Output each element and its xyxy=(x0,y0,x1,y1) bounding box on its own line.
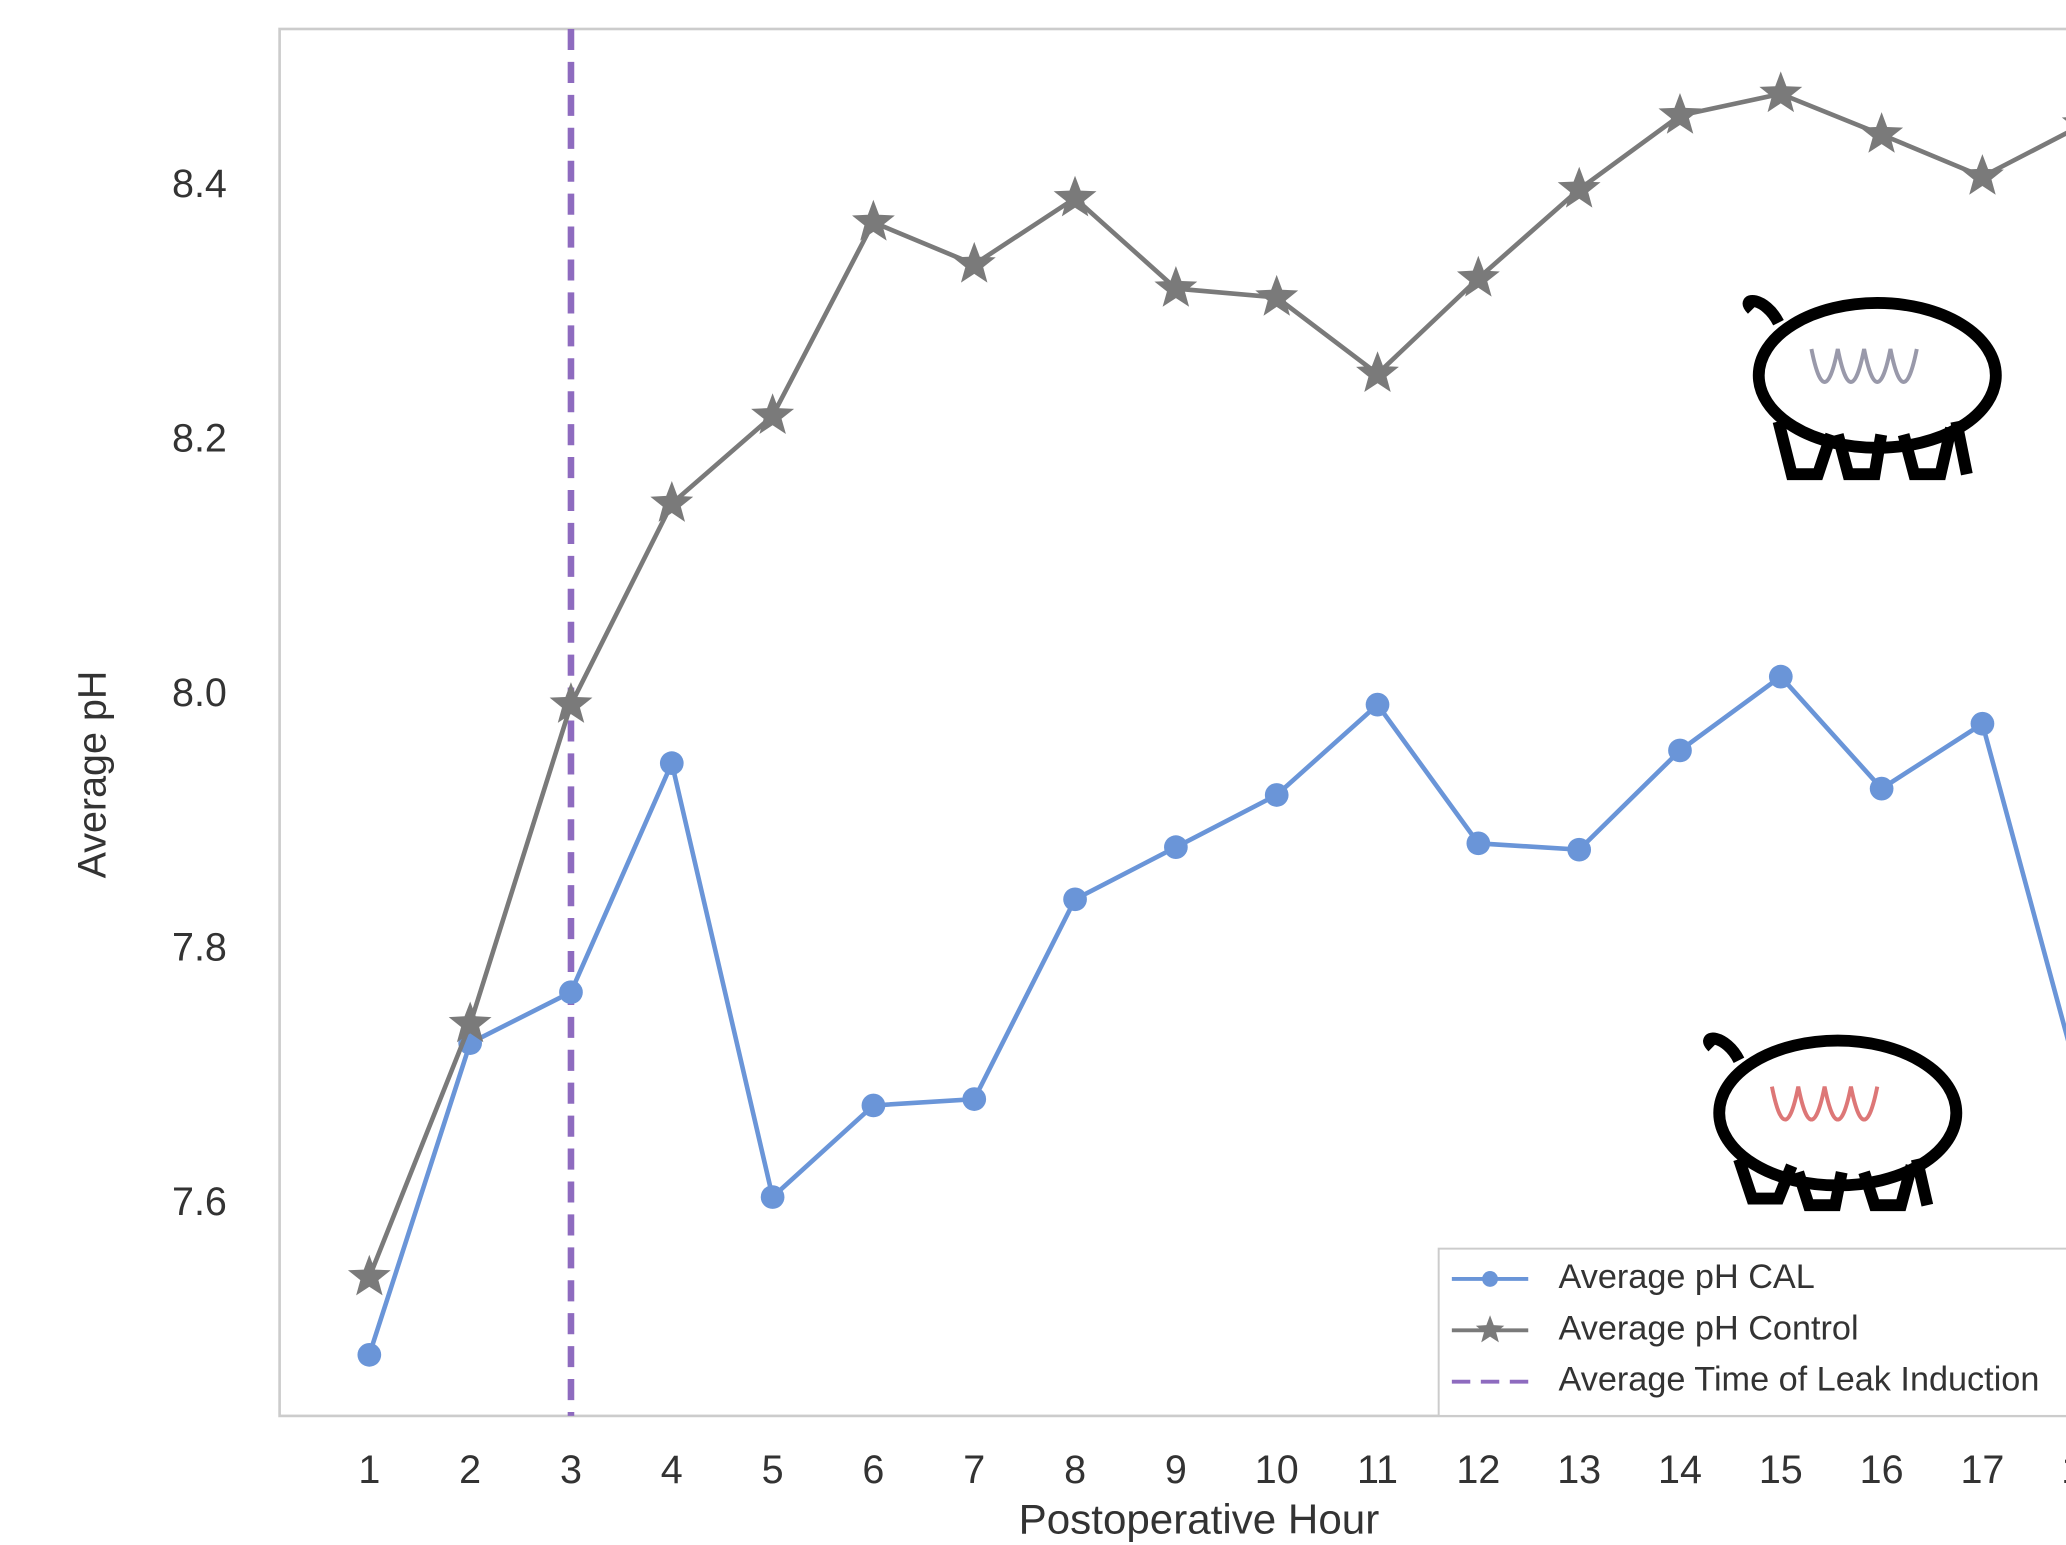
circle-marker xyxy=(1164,835,1188,859)
chart: Average pH Postoperative Hour Average pH… xyxy=(0,0,2066,1545)
circle-marker xyxy=(1265,783,1289,807)
x-tick-label: 10 xyxy=(1255,1448,1299,1492)
x-tick-label: 4 xyxy=(661,1448,683,1492)
series-line xyxy=(369,94,2066,1277)
x-tick-label: 14 xyxy=(1658,1448,1702,1492)
circle-marker xyxy=(761,1185,785,1209)
circle-marker xyxy=(1668,739,1692,763)
x-tick-label: 11 xyxy=(1357,1448,1398,1492)
y-tick-label: 8.0 xyxy=(172,671,227,715)
x-tick-label: 3 xyxy=(560,1448,582,1492)
circle-marker xyxy=(357,1343,381,1367)
circle-marker xyxy=(559,980,583,1004)
x-tick-label: 12 xyxy=(1456,1448,1500,1492)
x-tick-label: 18 xyxy=(2061,1448,2066,1492)
star-marker xyxy=(348,1255,391,1296)
legend-label: Average pH Control xyxy=(1559,1309,1859,1347)
circle-marker xyxy=(1870,777,1894,801)
circle-marker xyxy=(660,751,684,775)
y-tick-label: 8.2 xyxy=(172,417,227,461)
x-tick-label: 13 xyxy=(1557,1448,1601,1492)
circle-marker xyxy=(1466,831,1490,855)
circle-marker xyxy=(1063,887,1087,911)
legend: Average pH CAL Average pH Control Average … xyxy=(1439,1249,2066,1416)
y-tick-label: 7.6 xyxy=(172,1180,227,1224)
x-tick-label: 17 xyxy=(1960,1448,2004,1492)
star-marker xyxy=(953,242,996,283)
x-tick-label: 9 xyxy=(1165,1448,1187,1492)
circle-marker xyxy=(1567,838,1591,862)
x-axis-label: Postoperative Hour xyxy=(1019,1496,1380,1543)
circle-marker xyxy=(1366,693,1390,717)
pig-icon-control xyxy=(1749,301,1996,474)
y-tick-label: 7.8 xyxy=(172,926,227,970)
star-marker xyxy=(1860,112,1903,153)
x-tick-label: 16 xyxy=(1860,1448,1904,1492)
circle-marker xyxy=(962,1087,986,1111)
circle-marker xyxy=(1482,1271,1498,1287)
x-tick-label: 15 xyxy=(1759,1448,1803,1492)
x-tick-label: 8 xyxy=(1064,1448,1086,1492)
x-tick-label: 2 xyxy=(459,1448,481,1492)
x-tick-label: 6 xyxy=(862,1448,884,1492)
x-tick-label: 7 xyxy=(963,1448,985,1492)
legend-label: Average Time of Leak Induction xyxy=(1559,1361,2040,1399)
y-tick-label: 8.4 xyxy=(172,162,227,206)
y-axis-label: Average pH xyxy=(71,671,115,879)
circle-marker xyxy=(1971,712,1995,736)
circle-marker xyxy=(1769,665,1793,689)
star-marker xyxy=(550,682,593,723)
plot-frame xyxy=(280,29,2066,1416)
x-tick-label: 1 xyxy=(358,1448,380,1492)
x-tick-label: 5 xyxy=(762,1448,784,1492)
star-marker xyxy=(1961,154,2004,195)
pig-icon-cal xyxy=(1709,1038,1956,1205)
star-marker xyxy=(852,200,895,241)
legend-label: Average pH CAL xyxy=(1559,1258,1815,1296)
star-marker xyxy=(650,481,693,522)
circle-marker xyxy=(862,1094,886,1118)
star-marker xyxy=(1759,71,1802,112)
